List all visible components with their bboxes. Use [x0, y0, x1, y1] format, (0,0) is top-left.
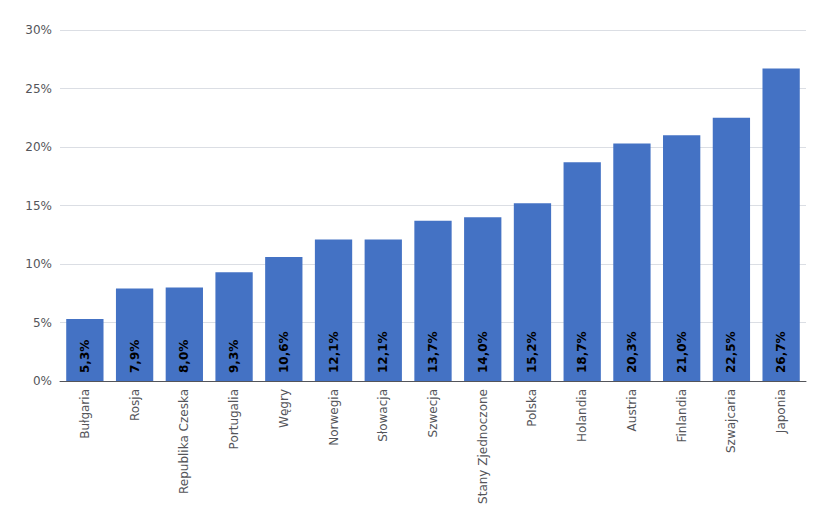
svg-text:13,7%: 13,7% — [426, 331, 440, 373]
svg-text:21,0%: 21,0% — [675, 331, 689, 373]
svg-text:12,1%: 12,1% — [327, 331, 341, 373]
svg-text:14,0%: 14,0% — [476, 331, 490, 373]
svg-text:Finlandia: Finlandia — [675, 389, 689, 443]
svg-text:15,2%: 15,2% — [525, 331, 539, 373]
svg-text:Republika Czeska: Republika Czeska — [177, 389, 191, 494]
svg-text:Portugalia: Portugalia — [227, 389, 241, 449]
svg-text:Rosja: Rosja — [128, 389, 142, 421]
svg-text:Polska: Polska — [525, 389, 539, 427]
svg-text:Węgry: Węgry — [277, 389, 291, 428]
svg-text:5%: 5% — [33, 316, 52, 330]
svg-text:26,7%: 26,7% — [774, 331, 788, 373]
svg-text:12,1%: 12,1% — [376, 331, 390, 373]
svg-text:Norwegia: Norwegia — [327, 389, 341, 446]
svg-text:Słowacja: Słowacja — [376, 389, 390, 442]
svg-text:Holandia: Holandia — [575, 389, 589, 442]
svg-text:9,3%: 9,3% — [227, 340, 241, 373]
svg-text:30%: 30% — [25, 23, 52, 37]
svg-text:Japonia: Japonia — [774, 389, 788, 434]
svg-text:20,3%: 20,3% — [625, 331, 639, 373]
svg-text:5,3%: 5,3% — [78, 340, 92, 373]
svg-text:7,9%: 7,9% — [128, 340, 142, 373]
svg-text:Szwecja: Szwecja — [426, 389, 440, 437]
svg-text:10,6%: 10,6% — [277, 331, 291, 373]
svg-text:Szwajcaria: Szwajcaria — [724, 389, 738, 453]
svg-text:20%: 20% — [25, 140, 52, 154]
svg-text:10%: 10% — [25, 257, 52, 271]
svg-text:18,7%: 18,7% — [575, 331, 589, 373]
svg-text:Stany Zjednoczone: Stany Zjednoczone — [476, 389, 490, 504]
svg-text:22,5%: 22,5% — [724, 331, 738, 373]
svg-text:25%: 25% — [25, 82, 52, 96]
svg-text:Austria: Austria — [625, 389, 639, 431]
svg-text:0%: 0% — [33, 374, 52, 388]
svg-text:8,0%: 8,0% — [177, 340, 191, 373]
svg-text:Bułgaria: Bułgaria — [78, 389, 92, 439]
svg-text:15%: 15% — [25, 199, 52, 213]
